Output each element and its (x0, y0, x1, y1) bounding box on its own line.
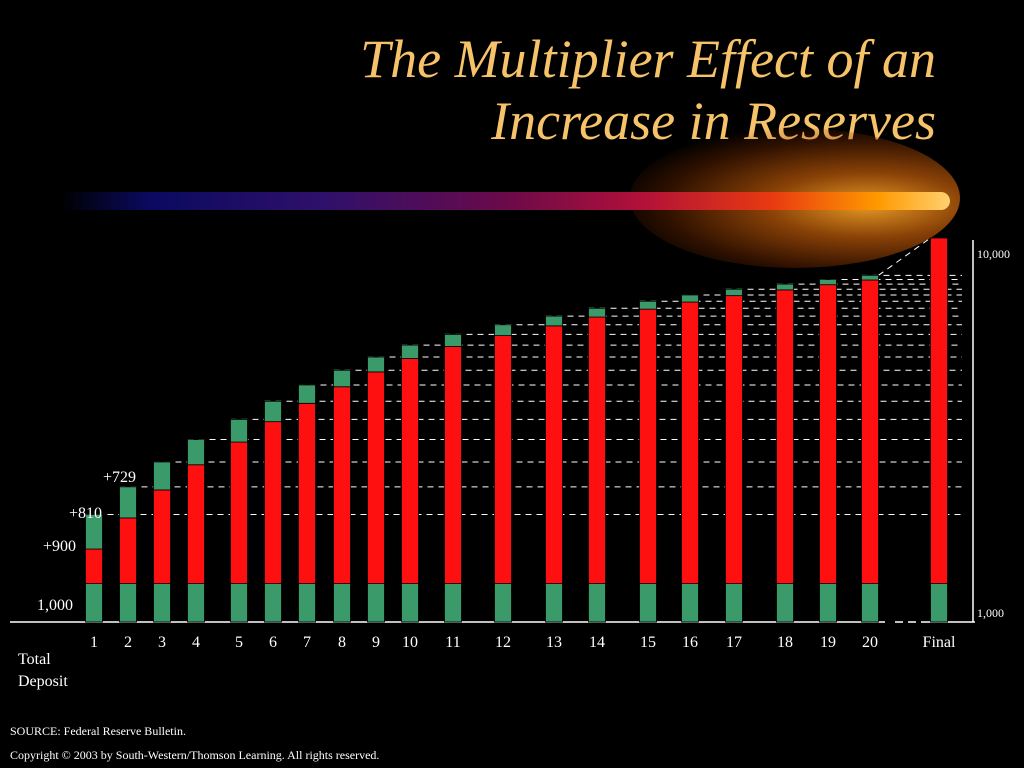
bar-8-segment-2 (333, 386, 351, 584)
bar-7-segment-3 (298, 384, 316, 404)
bar-15-segment-3 (639, 300, 657, 310)
bar-2-segment-1 (119, 583, 137, 623)
bar-12-segment-1 (494, 583, 512, 623)
bar-9-segment-2 (367, 371, 385, 584)
bar-6-segment-1 (264, 583, 282, 623)
bar-16-segment-2 (681, 301, 699, 585)
bar-19-segment-3 (819, 279, 837, 286)
bar-16-segment-1 (681, 583, 699, 623)
bar-7-segment-2 (298, 402, 316, 585)
x-tick-label-16: 16 (682, 634, 698, 651)
x-tick-label-11: 11 (445, 634, 460, 651)
bar-16-segment-3 (681, 294, 699, 303)
x-tick-label-10: 10 (402, 634, 418, 651)
x-tick-label-4: 4 (192, 634, 200, 651)
x-tick-label-2: 2 (124, 634, 132, 651)
bar-19-segment-1 (819, 583, 837, 623)
bar-5-segment-3 (230, 419, 248, 443)
bar-11-segment-2 (444, 346, 462, 584)
bar-18-segment-2 (776, 289, 794, 584)
x-tick-label-14: 14 (589, 634, 605, 651)
x-axis-title: Total Deposit (18, 649, 68, 693)
bar-10-segment-3 (401, 344, 419, 359)
x-tick-label-20: 20 (862, 634, 878, 651)
bar-10-segment-2 (401, 358, 419, 585)
bar-3-segment-2 (153, 489, 171, 585)
x-tick-label-18: 18 (777, 634, 793, 651)
bar-18-segment-1 (776, 583, 794, 623)
right-axis-label-bottom: 1,000 (977, 606, 1004, 620)
x-tick-label-3: 3 (158, 634, 166, 651)
bar-13-segment-2 (545, 325, 563, 585)
x-tick-label-19: 19 (820, 634, 836, 651)
bar-17-segment-1 (725, 583, 743, 623)
bar-17-segment-3 (725, 288, 743, 297)
bar-9-segment-3 (367, 356, 385, 373)
bar-19-segment-2 (819, 284, 837, 585)
x-tick-label-17: 17 (726, 634, 742, 651)
bar-2-segment-3 (119, 486, 137, 519)
bar-Final-segment-2 (930, 237, 948, 585)
bar-2-segment-2 (119, 517, 137, 584)
dashed-guide-final (878, 237, 931, 276)
bar-15-segment-1 (639, 583, 657, 623)
x-tick-label-5: 5 (235, 634, 243, 651)
bar-6-segment-2 (264, 421, 282, 585)
bar-20-segment-1 (861, 583, 879, 623)
bar-4-segment-1 (187, 583, 205, 623)
bar-12-segment-3 (494, 324, 512, 337)
bar-18-segment-3 (776, 283, 794, 291)
bar-20-segment-3 (861, 274, 879, 281)
bar-17-segment-2 (725, 295, 743, 585)
x-axis-title-line-2: Deposit (18, 673, 68, 690)
bar-14-segment-2 (588, 316, 606, 585)
bar-4-segment-3 (187, 439, 205, 466)
bar-14-segment-1 (588, 583, 606, 623)
decorative-beam (60, 192, 950, 210)
x-tick-label-Final: Final (923, 634, 956, 651)
bar-3-segment-1 (153, 583, 171, 623)
bar-7-segment-1 (298, 583, 316, 623)
bar-1-segment-3 (85, 514, 103, 550)
x-tick-label-7: 7 (303, 634, 311, 651)
x-axis-title-line-1: Total (18, 651, 51, 668)
bar-12-segment-2 (494, 335, 512, 584)
base-label-1000: 1,000 (37, 597, 73, 614)
bar-9-segment-1 (367, 583, 385, 623)
bar-1-segment-1 (85, 583, 103, 623)
bar-13-segment-1 (545, 583, 563, 623)
bar-13-segment-3 (545, 315, 563, 327)
copyright-note: Copyright © 2003 by South-Western/Thomso… (10, 748, 380, 762)
bar-1-segment-2 (85, 548, 103, 584)
bar-11-segment-1 (444, 583, 462, 623)
bar-4-segment-2 (187, 464, 205, 585)
x-tick-label-12: 12 (495, 634, 511, 651)
bar-15-segment-2 (639, 308, 657, 585)
bar-10-segment-1 (401, 583, 419, 623)
bar-label-810: +810 (69, 505, 103, 522)
bar-label-729: +729 (103, 469, 137, 486)
bar-20-segment-2 (861, 279, 879, 585)
page-title: The Multiplier Effect of an Increase in … (360, 28, 936, 152)
title-line-1: The Multiplier Effect of an (360, 29, 936, 89)
x-tick-label-6: 6 (269, 634, 277, 651)
bar-8-segment-1 (333, 583, 351, 623)
x-tick-label-9: 9 (372, 634, 380, 651)
bar-5-segment-2 (230, 441, 248, 584)
bar-11-segment-3 (444, 333, 462, 347)
bar-14-segment-3 (588, 307, 606, 318)
bar-6-segment-3 (264, 400, 282, 423)
bar-5-segment-1 (230, 583, 248, 623)
bar-8-segment-3 (333, 369, 351, 388)
x-tick-label-13: 13 (546, 634, 562, 651)
x-tick-label-8: 8 (338, 634, 346, 651)
x-tick-label-15: 15 (640, 634, 656, 651)
x-tick-label-1: 1 (90, 634, 98, 651)
bar-Final-segment-1 (930, 583, 948, 623)
source-note: SOURCE: Federal Reserve Bulletin. (10, 724, 186, 738)
right-axis-label-top: 10,000 (977, 247, 1010, 261)
bar-3-segment-3 (153, 461, 171, 491)
bar-label-900: +900 (43, 538, 77, 555)
